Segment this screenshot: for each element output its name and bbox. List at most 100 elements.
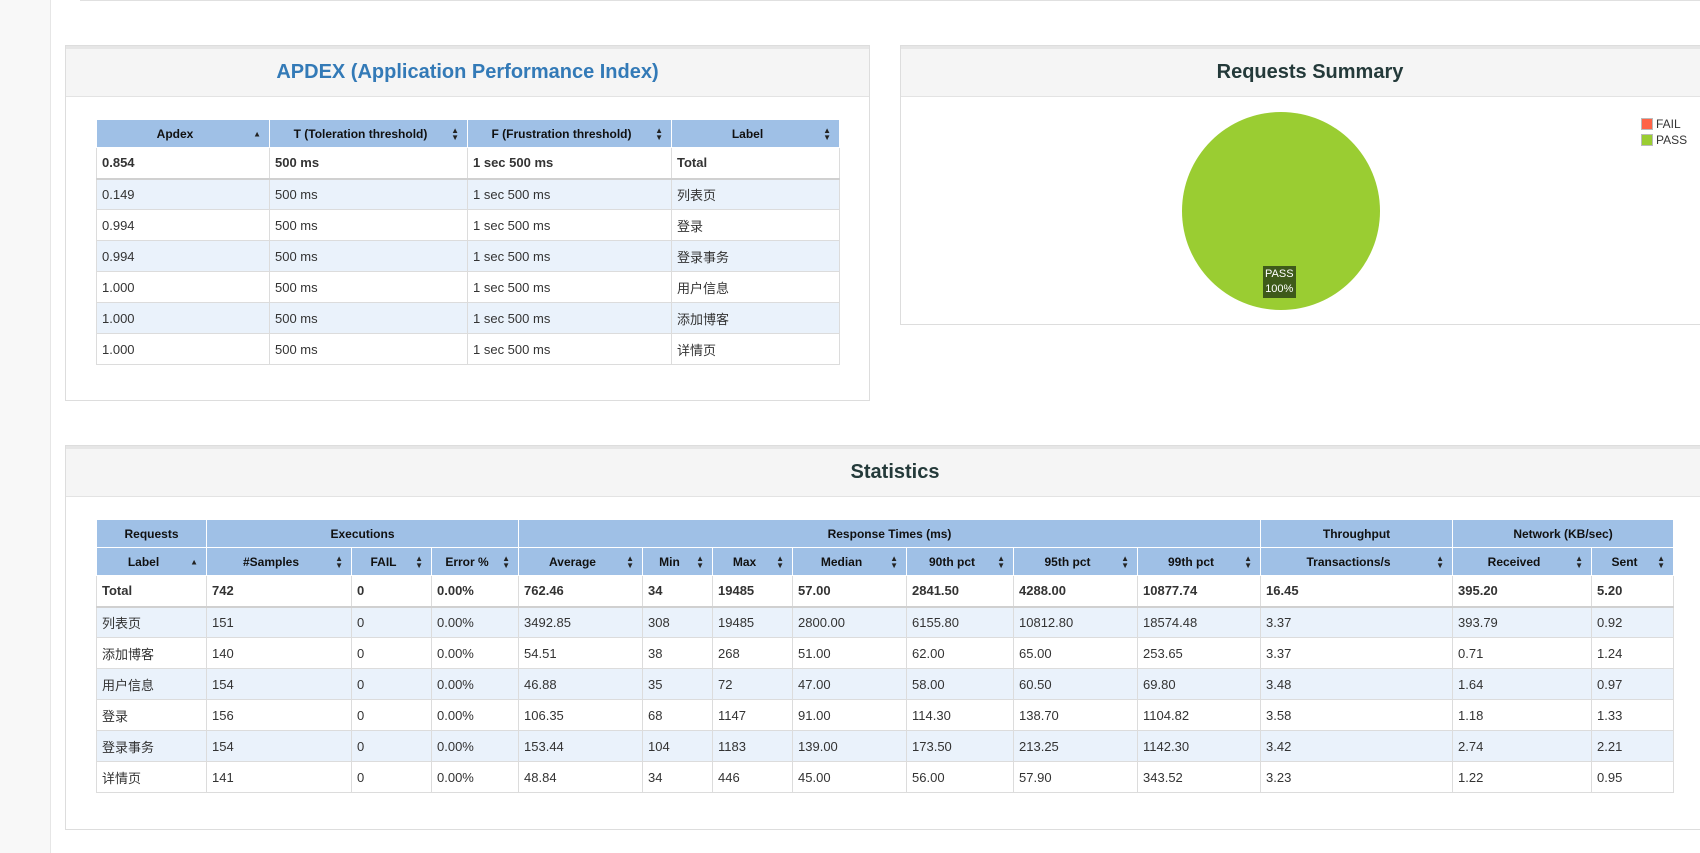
stats-cell: 10812.80: [1013, 606, 1139, 638]
legend-label-fail: FAIL: [1656, 117, 1681, 131]
apdex-cell: 详情页: [671, 333, 840, 365]
stats-cell: 16.45: [1260, 575, 1454, 608]
stats-cell: 0: [351, 575, 432, 608]
table-row: 0.994 500 ms 1 sec 500 ms 登录: [96, 209, 840, 241]
stats-cell: 153.44: [518, 730, 644, 762]
apdex-panel-heading: APDEX (Application Performance Index): [66, 46, 869, 97]
table-row: 0.854 500 ms 1 sec 500 ms Total: [96, 147, 840, 180]
legend-item-pass[interactable]: PASS: [1641, 132, 1687, 148]
stats-cell: 3.23: [1260, 761, 1454, 793]
stats-header-sent[interactable]: Sent ▲ ▼: [1591, 547, 1675, 576]
stats-header-fail[interactable]: FAIL ▲ ▼: [351, 547, 432, 576]
apdex-cell: 500 ms: [269, 178, 468, 210]
apdex-cell: 1 sec 500 ms: [467, 302, 672, 334]
stats-cell: 1.24: [1591, 637, 1675, 669]
sort-both-icon: ▲ ▼: [415, 553, 423, 570]
sort-both-icon: ▲ ▼: [823, 125, 831, 142]
header-label: Max: [732, 554, 757, 569]
stats-cell: 2800.00: [792, 606, 908, 638]
stats-cell: 1147: [712, 699, 794, 731]
apdex-cell: 用户信息: [671, 271, 840, 303]
stats-header-transactions-s[interactable]: Transactions/s ▲ ▼: [1260, 547, 1454, 576]
header-label: Received: [1487, 554, 1541, 569]
sort-both-icon: ▲ ▼: [502, 553, 511, 570]
apdex-cell: 500 ms: [269, 240, 468, 272]
stats-cell: 47.00: [792, 668, 908, 700]
stats-cell: 58.00: [906, 668, 1015, 700]
stats-cell: 45.00: [792, 761, 908, 793]
header-label: T (Toleration threshold): [293, 126, 428, 141]
stats-cell: 156: [206, 699, 352, 731]
sort-both-icon: ▲ ▼: [451, 125, 459, 142]
stats-header-max[interactable]: Max ▲ ▼: [712, 547, 794, 576]
stats-cell: 0: [351, 699, 432, 731]
sort-both-icon: ▲ ▼: [626, 553, 635, 570]
pie-slice-pass[interactable]: [1182, 112, 1380, 310]
stats-cell: 38: [642, 637, 714, 669]
sort-both-icon: ▲ ▼: [1575, 553, 1584, 570]
stats-cell: 114.30: [906, 699, 1015, 731]
stats-header-samples[interactable]: #Samples ▲ ▼: [206, 547, 352, 576]
stats-header-95th-pct[interactable]: 95th pct ▲ ▼: [1013, 547, 1139, 576]
stats-cell: 0: [351, 668, 432, 700]
stats-cell: 18574.48: [1137, 606, 1262, 638]
stats-cell: 0.00%: [430, 730, 520, 762]
header-label: Transactions/s: [1306, 554, 1391, 569]
apdex-header-t-toleration-threshold[interactable]: T (Toleration threshold) ▲ ▼: [269, 119, 468, 148]
stats-cell: 308: [642, 606, 714, 638]
sort-both-icon: ▲ ▼: [890, 553, 899, 570]
stats-header-90th-pct[interactable]: 90th pct ▲ ▼: [906, 547, 1015, 576]
stats-header-min[interactable]: Min ▲ ▼: [642, 547, 714, 576]
apdex-cell: 1 sec 500 ms: [467, 271, 672, 303]
requests-summary-title: Requests Summary: [1216, 61, 1404, 83]
stats-cell: 0: [351, 730, 432, 762]
table-row: 登录事务 154 0 0.00% 153.44 104 1183 139.00 173.50 21…: [96, 730, 1675, 762]
stats-cell: 0.95: [1591, 761, 1675, 793]
apdex-cell: 1.000: [96, 271, 270, 303]
header-label: 99th pct: [1168, 554, 1215, 569]
legend-item-fail[interactable]: FAIL: [1641, 116, 1687, 132]
stats-cell: 154: [206, 730, 352, 762]
apdex-header-apdex[interactable]: Apdex ▲: [96, 119, 270, 148]
table-row: 0.994 500 ms 1 sec 500 ms 登录事务: [96, 240, 840, 272]
stats-header-median[interactable]: Median ▲ ▼: [792, 547, 908, 576]
table-row: Total 742 0 0.00% 762.46 34 19485 57.00 2841.50 4…: [96, 575, 1675, 608]
stats-cell: 46.88: [518, 668, 644, 700]
stats-cell: 0.00%: [430, 575, 520, 608]
apdex-cell: 1 sec 500 ms: [467, 147, 672, 180]
stats-cell: 34: [642, 761, 714, 793]
apdex-cell: 添加博客: [671, 302, 840, 334]
stats-cell: 0.00%: [430, 637, 520, 669]
header-label: Sent: [1611, 554, 1638, 569]
stats-cell: 登录: [96, 699, 207, 731]
table-row: 列表页 151 0 0.00% 3492.85 308 19485 2800.00 6155.8…: [96, 606, 1675, 638]
stats-cell: 6155.80: [906, 606, 1015, 638]
apdex-header-label[interactable]: Label ▲ ▼: [671, 119, 840, 148]
stats-header-error[interactable]: Error % ▲ ▼: [430, 547, 520, 576]
header-label: 90th pct: [929, 554, 976, 569]
sidebar: [0, 0, 51, 853]
apdex-cell: 列表页: [671, 178, 840, 210]
stats-cell: 0.00%: [430, 761, 520, 793]
stats-cell: 60.50: [1013, 668, 1139, 700]
apdex-cell: 1.000: [96, 333, 270, 365]
table-row: 1.000 500 ms 1 sec 500 ms 添加博客: [96, 302, 840, 334]
apdex-header-f-frustration-threshold[interactable]: F (Frustration threshold) ▲ ▼: [467, 119, 672, 148]
stats-cell: 35: [642, 668, 714, 700]
sort-both-icon: ▲ ▼: [696, 553, 705, 570]
legend-label-pass: PASS: [1656, 133, 1688, 147]
table-row: 登录 156 0 0.00% 106.35 68 1147 91.00 114.30 138.70…: [96, 699, 1675, 731]
apdex-cell: 1 sec 500 ms: [467, 240, 672, 272]
stats-header-received[interactable]: Received ▲ ▼: [1452, 547, 1593, 576]
stats-header-average[interactable]: Average ▲ ▼: [518, 547, 644, 576]
stats-cell: 4288.00: [1013, 575, 1139, 608]
stats-cell: 0.00%: [430, 699, 520, 731]
stats-cell: 268: [712, 637, 794, 669]
stats-header-label[interactable]: Label ▲: [96, 547, 207, 576]
header-label: Error %: [445, 554, 489, 569]
stats-cell: 56.00: [906, 761, 1015, 793]
apdex-cell: 0.994: [96, 209, 270, 241]
stats-cell: 154: [206, 668, 352, 700]
sort-both-icon: ▲ ▼: [1244, 553, 1253, 570]
stats-header-99th-pct[interactable]: 99th pct ▲ ▼: [1137, 547, 1262, 576]
